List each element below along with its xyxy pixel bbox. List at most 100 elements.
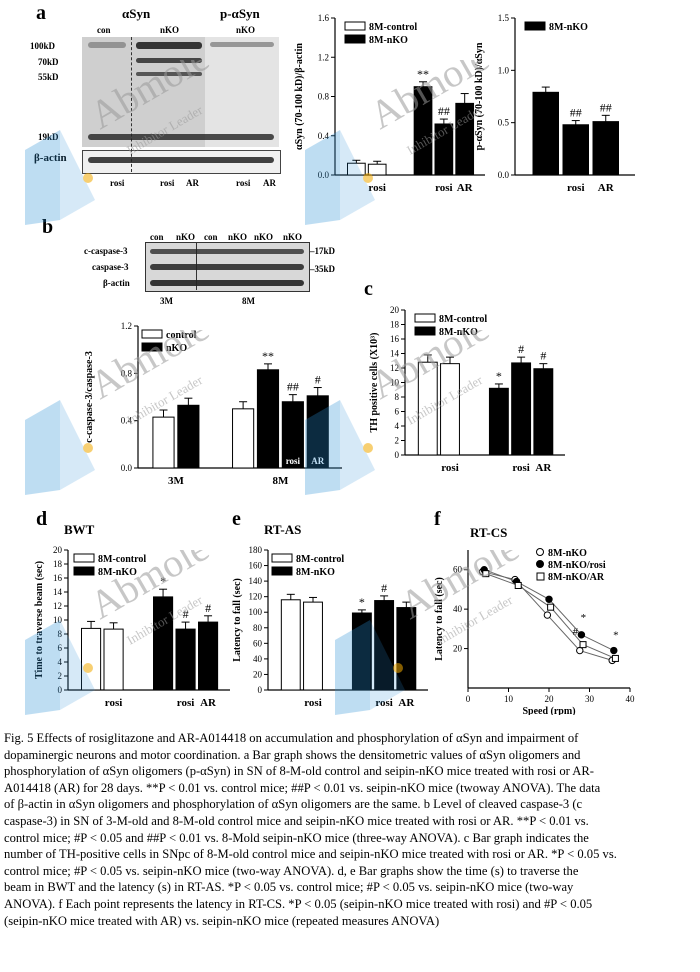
significance-mark: #: [315, 373, 321, 387]
y-tick-label: 0.0: [121, 463, 133, 473]
bar: [256, 369, 280, 469]
bar: [367, 163, 387, 176]
lane-label: rosi: [236, 178, 251, 188]
y-tick-label: 1.0: [498, 65, 510, 75]
y-tick-label: 14: [390, 349, 400, 359]
marker-label: 70kD: [38, 57, 59, 67]
y-tick-label: 0: [395, 450, 400, 460]
significance-mark: #: [540, 349, 546, 363]
caption-line: beam in BWT and the latency (s) in RT-AS…: [4, 880, 574, 895]
blot-band: [88, 157, 274, 163]
legend-label: 8M-nKO: [549, 22, 588, 33]
data-point: [545, 595, 553, 603]
lane-label: nKO: [254, 232, 274, 242]
y-tick-label: 0.0: [318, 170, 330, 180]
marker-label: β-actin: [34, 152, 67, 164]
figure-caption: Fig. 5 Effects of rosiglitazone and AR-A…: [4, 730, 694, 929]
chart-a1: 0.0 0.4 0.8 1.2 1.6 αSyn (70-100 kD)/β-actin *…: [294, 13, 485, 194]
blot-band: [210, 42, 274, 47]
blot-band: [88, 42, 126, 48]
bar: [533, 368, 554, 456]
legend-swatch: [73, 553, 95, 563]
panel-f-label: f: [434, 508, 441, 530]
legend-label: nKO: [166, 343, 187, 354]
y-tick-label: 180: [249, 545, 263, 555]
legend-swatch: [524, 21, 546, 31]
y-tick-label: 120: [249, 592, 263, 602]
legend-label: 8M-control: [439, 314, 487, 325]
significance-mark: *: [160, 574, 166, 588]
lane-label: con: [204, 232, 218, 242]
bar: [440, 363, 460, 456]
legend-label: 8M-control: [369, 22, 417, 33]
y-tick-label: 10: [390, 378, 400, 388]
y-axis-label: Latency to fall (sec): [434, 577, 445, 661]
lane-label: nKO: [236, 25, 256, 35]
data-point: [577, 631, 586, 639]
significance-mark: #: [573, 626, 579, 638]
legend-label: 8M-nKO: [296, 567, 335, 578]
significance-mark: ##: [287, 380, 299, 394]
bar: [417, 361, 438, 456]
panel-c-label: c: [364, 278, 373, 300]
x-tick-label: 40: [626, 694, 636, 704]
band-size-label: –35kD: [310, 264, 336, 274]
bar: [81, 627, 102, 691]
x-tick-label: 3M: [168, 475, 185, 487]
western-blot-asyn: [82, 37, 205, 147]
marker-label: 19kD: [38, 132, 59, 142]
y-tick-label: 40: [453, 604, 463, 614]
x-tick-label: 10: [504, 694, 514, 704]
data-point: [576, 646, 584, 655]
significance-mark: #: [518, 342, 524, 356]
blot-band: [150, 249, 304, 254]
legend-marker: [536, 560, 544, 568]
bar: [351, 612, 372, 691]
legend-swatch: [141, 342, 163, 352]
bar: [396, 607, 417, 691]
bar: [347, 162, 366, 176]
x-axis-label: Speed (rpm): [522, 706, 575, 715]
y-tick-label: 140: [249, 576, 263, 586]
y-tick-label: 0.8: [121, 368, 133, 378]
significance-mark: **: [417, 67, 429, 81]
y-tick-label: 0.0: [498, 170, 510, 180]
bar: [374, 600, 395, 691]
caption-line: phosphorylation of αSyn oligomers (p-αSy…: [4, 764, 594, 779]
lane-label: nKO: [283, 232, 303, 242]
x-tick-label: 8M: [272, 475, 289, 487]
x-tick-label: rosi: [441, 462, 459, 474]
lane-label: con: [97, 25, 111, 35]
y-tick-label: 2: [395, 436, 400, 446]
caption-line: dopaminergic neurons and motor coordinat…: [4, 747, 581, 762]
caption-line: ANOVA). f Each point represents the late…: [4, 896, 593, 911]
chart-b: 0.0 0.4 0.8 1.2 c-caspase-3/caspase-3 ** ## ros…: [84, 321, 342, 487]
panel-a-label: a: [36, 2, 46, 24]
y-tick-label: 1.6: [318, 13, 330, 23]
lane-label: rosi: [160, 178, 175, 188]
in-bar-label: AR: [311, 456, 324, 466]
marker-label: 55kD: [38, 72, 59, 82]
panel-b-label: b: [42, 216, 54, 238]
chart-a2: 0.0 0.5 1.0 1.5 p-αSyn (70-100 kD)/αSyn ## ## r…: [474, 13, 635, 194]
legend-label: 8M-nKO: [439, 327, 478, 338]
data-point: [611, 654, 619, 662]
blot-divider: [131, 37, 132, 172]
band-size-label: –17kD: [310, 246, 336, 256]
legend-swatch: [344, 21, 366, 31]
lane-label: nKO: [160, 25, 180, 35]
chart-title: RT-AS: [264, 522, 302, 537]
significance-mark: #: [183, 607, 189, 621]
y-axis-label: Time to traverse beam (sec): [34, 561, 45, 679]
y-axis-label: TH positive cells (X10³): [369, 333, 380, 433]
chart-title: BWT: [64, 522, 95, 537]
lane-label: nKO: [176, 232, 196, 242]
blot-band: [136, 72, 202, 76]
y-tick-label: 0.5: [498, 118, 510, 128]
legend-label: 8M-control: [98, 554, 146, 565]
caption-line: (seipin-nKO mice treated with AR) vs. se…: [4, 913, 440, 928]
x-tick-label: 20: [545, 694, 555, 704]
blot-band: [150, 264, 304, 270]
legend-label: 8M-nKO: [369, 35, 408, 46]
x-tick-label: rosi: [375, 697, 393, 709]
